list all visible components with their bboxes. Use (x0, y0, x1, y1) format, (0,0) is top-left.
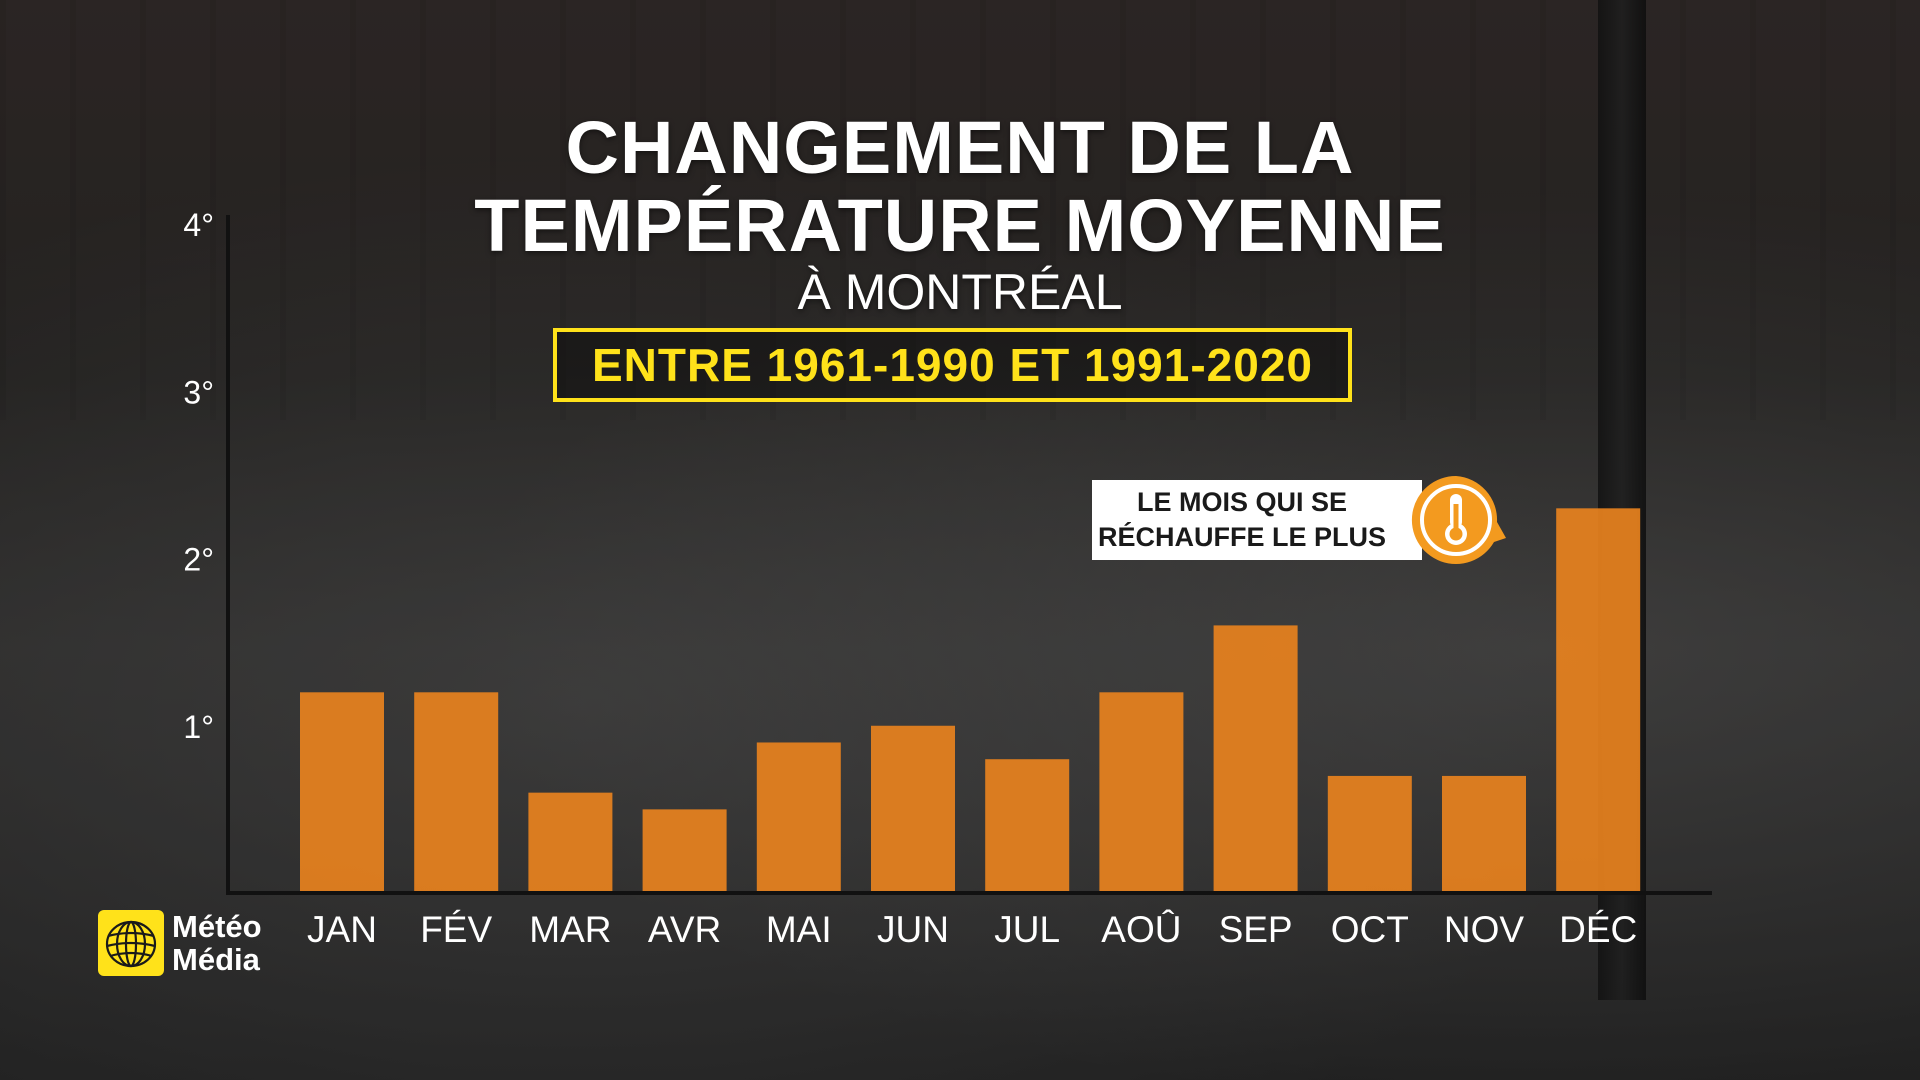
bar-10 (1442, 775, 1526, 893)
x-tick-label: JUN (877, 909, 949, 950)
warmest-month-callout: LE MOIS QUI SE RÉCHAUFFE LE PLUS (1092, 480, 1422, 560)
x-tick-label: SEP (1219, 909, 1293, 950)
x-tick-label: MAR (529, 909, 611, 950)
bar-6 (985, 759, 1070, 893)
x-tick-label: JAN (307, 909, 377, 950)
y-tick-label: 2° (183, 542, 214, 578)
bar-7 (1099, 692, 1184, 893)
x-tick-label: OCT (1331, 909, 1409, 950)
bar-9 (1327, 775, 1412, 893)
x-axis-labels: JAN FÉV MAR AVR MAI JUN JUL AOÛ SEP OCT NOV DÉC (307, 909, 1637, 950)
x-tick-label: AVR (648, 909, 721, 950)
bar-1 (414, 692, 499, 893)
y-tick-label: 3° (183, 374, 214, 410)
thermometer-icon (1411, 475, 1506, 564)
bars (300, 508, 1641, 893)
y-tick-label: 1° (183, 709, 214, 745)
bar-8 (1213, 625, 1298, 893)
x-tick-label: MAI (766, 909, 832, 950)
bar-5 (871, 725, 955, 893)
bar-11 (1556, 508, 1641, 893)
bar-2 (528, 792, 613, 893)
period-label: ENTRE 1961-1990 ET 1991-2020 (553, 328, 1352, 402)
bar-4 (756, 742, 841, 893)
y-tick-label: 4° (183, 207, 214, 243)
x-tick-label: DÉC (1559, 909, 1637, 950)
bar-0 (300, 692, 384, 893)
y-axis-ticks: 1° 2° 3° 4° (183, 207, 214, 745)
x-tick-label: AOÛ (1101, 909, 1181, 950)
chart-title-line2: TEMPÉRATURE MOYENNE (474, 184, 1446, 267)
chart-title-line1: CHANGEMENT DE LA (565, 106, 1355, 189)
chart-subtitle: À MONTRÉAL (797, 264, 1123, 320)
callout-line1: LE MOIS QUI SE (1136, 487, 1348, 517)
x-tick-label: JUL (994, 909, 1060, 950)
logo-line2: Média (172, 942, 260, 977)
globe-icon (98, 910, 164, 976)
x-tick-label: FÉV (420, 909, 492, 950)
callout-line2: RÉCHAUFFE LE PLUS (1097, 522, 1386, 552)
logo-line1: Météo (172, 909, 262, 944)
meteomedia-logo: Météo Média (98, 910, 278, 980)
bar-3 (642, 809, 727, 893)
x-tick-label: NOV (1444, 909, 1525, 950)
